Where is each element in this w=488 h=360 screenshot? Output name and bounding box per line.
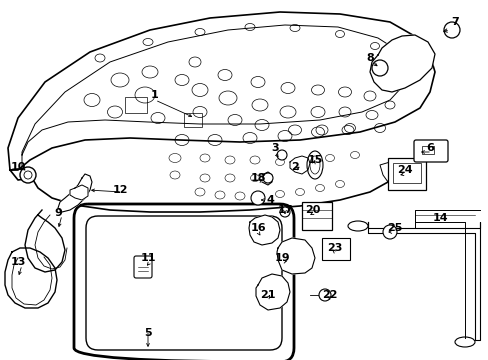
Text: 19: 19 bbox=[275, 253, 290, 263]
Text: 5: 5 bbox=[144, 328, 151, 338]
Bar bbox=[387, 158, 425, 190]
Text: 2: 2 bbox=[290, 162, 298, 172]
Circle shape bbox=[371, 60, 387, 76]
FancyBboxPatch shape bbox=[134, 256, 152, 278]
Bar bbox=[421, 146, 433, 154]
Text: 21: 21 bbox=[260, 290, 275, 300]
Bar bbox=[183, 113, 202, 127]
Text: 23: 23 bbox=[326, 243, 342, 253]
Circle shape bbox=[280, 207, 289, 217]
Polygon shape bbox=[58, 174, 92, 212]
Polygon shape bbox=[367, 222, 479, 340]
Polygon shape bbox=[256, 274, 289, 310]
Text: 18: 18 bbox=[250, 173, 265, 183]
Circle shape bbox=[443, 22, 459, 38]
Text: 25: 25 bbox=[386, 223, 402, 233]
Polygon shape bbox=[248, 215, 280, 245]
Text: 16: 16 bbox=[250, 223, 265, 233]
Bar bbox=[321, 238, 349, 260]
Polygon shape bbox=[369, 35, 434, 92]
Text: 8: 8 bbox=[366, 53, 373, 63]
Ellipse shape bbox=[347, 221, 367, 231]
Text: 10: 10 bbox=[10, 162, 26, 172]
Text: 22: 22 bbox=[322, 290, 337, 300]
Text: 17: 17 bbox=[277, 205, 292, 215]
Text: 12: 12 bbox=[112, 185, 127, 195]
Bar bbox=[392, 163, 420, 183]
Polygon shape bbox=[289, 156, 309, 174]
Ellipse shape bbox=[306, 151, 323, 179]
Text: 9: 9 bbox=[54, 208, 62, 218]
Circle shape bbox=[250, 191, 264, 205]
Polygon shape bbox=[276, 238, 314, 274]
Bar bbox=[302, 202, 331, 230]
Ellipse shape bbox=[454, 337, 474, 347]
Circle shape bbox=[263, 173, 272, 183]
Text: 7: 7 bbox=[450, 17, 458, 27]
Text: 4: 4 bbox=[265, 195, 273, 205]
Text: 11: 11 bbox=[140, 253, 156, 263]
Bar bbox=[125, 97, 147, 113]
Text: 3: 3 bbox=[271, 143, 278, 153]
Text: 1: 1 bbox=[151, 90, 159, 100]
Circle shape bbox=[318, 289, 330, 301]
Circle shape bbox=[276, 150, 286, 160]
Text: 15: 15 bbox=[306, 155, 322, 165]
Text: 6: 6 bbox=[425, 143, 433, 153]
FancyBboxPatch shape bbox=[413, 140, 447, 162]
Text: 24: 24 bbox=[396, 165, 412, 175]
Polygon shape bbox=[70, 185, 88, 200]
Circle shape bbox=[20, 167, 36, 183]
Text: 13: 13 bbox=[10, 257, 26, 267]
Text: 20: 20 bbox=[305, 205, 320, 215]
Text: 14: 14 bbox=[431, 213, 447, 223]
Circle shape bbox=[382, 225, 396, 239]
